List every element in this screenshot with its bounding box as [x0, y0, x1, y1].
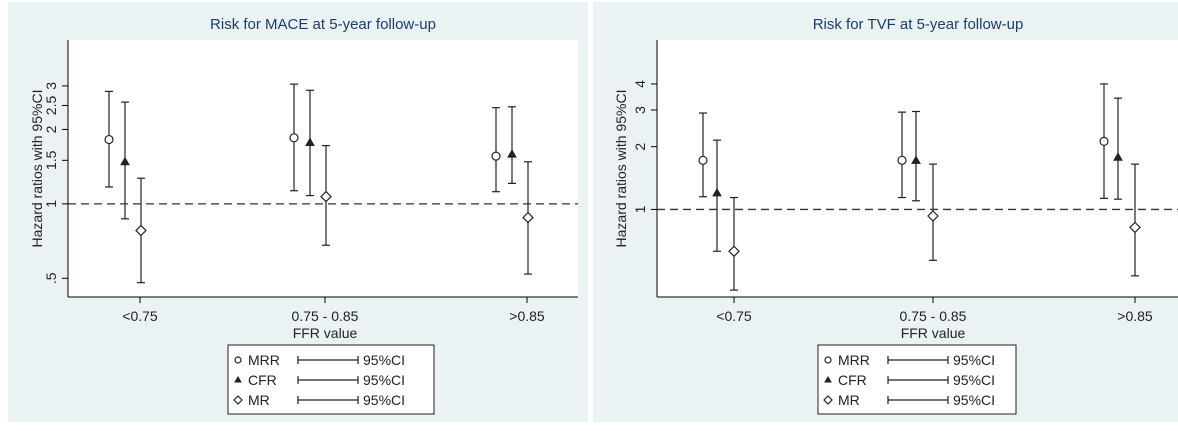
legend-label-cfr: CFR [838, 372, 867, 388]
x-axis-label: FFR value [901, 325, 966, 341]
point-cfr [1113, 152, 1123, 161]
plot-area [657, 40, 1178, 297]
y-tick-label: 2 [632, 143, 648, 151]
legend-label-cfr: CFR [248, 372, 277, 388]
point-mrr [698, 155, 708, 165]
y-axis-label: Hazard ratios with 95%CI [613, 90, 629, 248]
y-tick-label: 1 [632, 205, 648, 213]
chart-panel-1: Risk for MACE at 5-year follow-up .5 1 1.5 2… [8, 2, 588, 422]
y-tick-label: 2 [43, 125, 59, 133]
point-mr [320, 190, 332, 203]
chart-title: Risk for TVF at 5-year follow-up [813, 16, 1024, 33]
legend: MRR 95%CI CFR 95%CI MR 95%CI [817, 344, 1017, 415]
legend-ci-label: 95%CI [363, 372, 405, 388]
legend-marker-mr [233, 395, 243, 405]
point-mr [135, 224, 147, 237]
x-tick-label: <0.75 [716, 308, 752, 324]
y-tick-label: 3 [632, 106, 648, 114]
legend-ci-label: 95%CI [953, 392, 995, 408]
y-axis-label: Hazard ratios with 95%CI [29, 90, 45, 248]
legend-ci-label: 95%CI [953, 372, 995, 388]
x-axis-label: FFR value [293, 325, 358, 341]
y-tick-label: .5 [43, 272, 59, 284]
chart-panel-2: Risk for TVF at 5-year follow-up 1 2 3 4Haza… [593, 2, 1178, 422]
legend-marker-mrr [234, 356, 242, 364]
x-tick-label: <0.75 [122, 308, 158, 324]
point-mrr [897, 155, 907, 165]
legend-marker-mrr [824, 356, 832, 364]
point-mr [522, 211, 534, 224]
x-tick-label: 0.75 - 0.85 [900, 308, 967, 324]
point-cfr [305, 137, 315, 147]
point-mrr [104, 134, 114, 145]
point-mrr [289, 133, 299, 143]
plot-area [68, 40, 578, 297]
point-cfr [911, 155, 921, 164]
x-tick-label: >0.85 [509, 308, 545, 324]
point-cfr [120, 156, 130, 166]
point-mr [728, 245, 740, 258]
legend-label-mrr: MRR [838, 352, 870, 368]
legend-marker-cfr [824, 376, 832, 383]
legend: MRR 95%CI CFR 95%CI MR 95%CI [227, 344, 435, 415]
legend-ci-label: 95%CI [953, 352, 995, 368]
legend-label-mr: MR [838, 392, 860, 408]
x-tick-label: >0.85 [1117, 308, 1153, 324]
y-tick-label: 3 [43, 82, 59, 90]
y-tick-label: 4 [632, 80, 648, 88]
legend-marker-mr [823, 395, 833, 405]
y-tick-label: 1 [43, 200, 59, 208]
point-mr [927, 210, 939, 222]
legend-box [817, 344, 1017, 415]
y-tick-label: 1.5 [43, 150, 59, 170]
y-tick-label: 2.5 [43, 96, 59, 116]
point-mr [1129, 221, 1141, 234]
legend-marker-cfr [234, 376, 242, 383]
legend-label-mr: MR [248, 392, 270, 408]
point-cfr [712, 187, 722, 197]
point-mrr [491, 151, 501, 161]
point-mrr [1099, 136, 1109, 147]
point-cfr [507, 149, 517, 158]
legend-ci-label: 95%CI [363, 352, 405, 368]
legend-ci-label: 95%CI [363, 392, 405, 408]
x-tick-label: 0.75 - 0.85 [292, 308, 359, 324]
chart-title: Risk for MACE at 5-year follow-up [210, 16, 436, 33]
legend-label-mrr: MRR [248, 352, 280, 368]
